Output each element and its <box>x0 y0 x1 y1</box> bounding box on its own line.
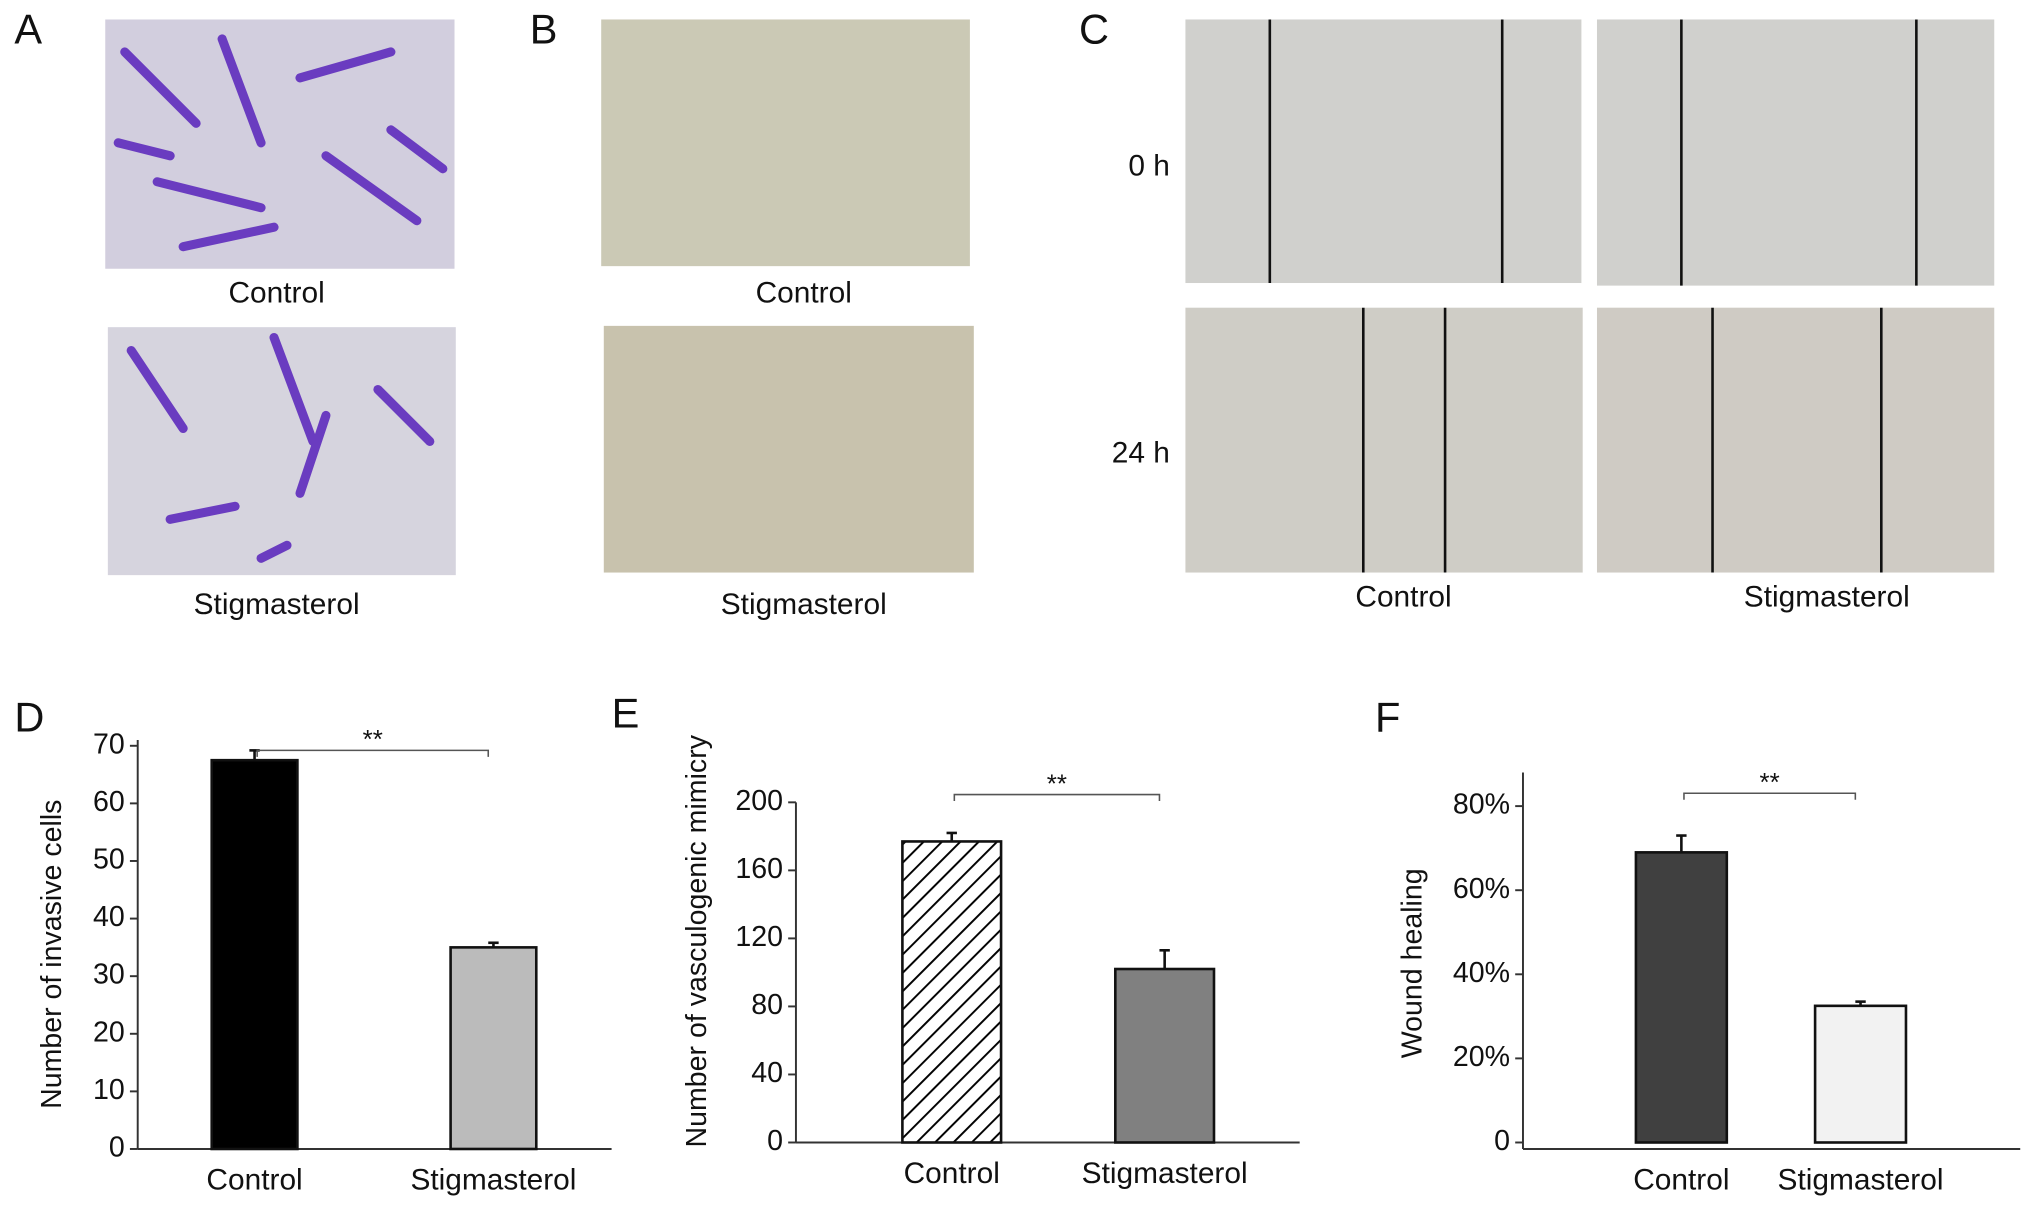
y-tick-label: 50 <box>93 844 125 876</box>
significance-label: ** <box>1760 767 1780 797</box>
significance-label: ** <box>1047 768 1067 798</box>
y-tick-label: 60 <box>93 786 125 818</box>
y-tick-label: 0 <box>109 1132 125 1164</box>
bar <box>449 946 538 1151</box>
caption: Control <box>228 277 324 310</box>
x-tick-label: Control <box>206 1163 302 1196</box>
cell-shapes <box>113 34 448 252</box>
caption: Stigmasterol <box>721 588 887 621</box>
y-tick-label: 10 <box>93 1074 125 1106</box>
x-tick-label: Stigmasterol <box>1778 1163 1944 1196</box>
y-tick-label: 60% <box>1453 873 1510 905</box>
panel-label: C <box>1079 5 1109 52</box>
panel-label: F <box>1375 694 1400 741</box>
bar <box>901 840 1003 1144</box>
y-tick-label: 40 <box>93 901 125 933</box>
significance-bracket <box>256 749 490 757</box>
significance-label: ** <box>363 724 383 754</box>
y-axis-label: Number of vasculogenic mimicry <box>681 734 713 1147</box>
bar <box>1114 967 1216 1144</box>
bar <box>1634 851 1729 1144</box>
row-label: 24 h <box>1112 436 1170 469</box>
x-tick-label: Stigmasterol <box>410 1163 576 1196</box>
micrograph <box>603 325 974 573</box>
x-tick-label: Control <box>904 1157 1000 1190</box>
panel-label: D <box>14 694 44 741</box>
y-tick-label: 20 <box>93 1016 125 1048</box>
cell-shapes <box>126 333 435 563</box>
micrograph <box>105 19 455 269</box>
wound-edges <box>1268 19 1918 573</box>
column-label: Stigmasterol <box>1744 580 1910 613</box>
caption: Control <box>756 277 852 310</box>
y-tick-label: 0 <box>1494 1125 1510 1157</box>
micrograph <box>1596 19 1995 286</box>
y-tick-label: 0 <box>767 1125 783 1157</box>
y-tick-label: 20% <box>1453 1041 1510 1073</box>
x-tick-label: Stigmasterol <box>1082 1157 1248 1190</box>
micrograph <box>601 19 970 267</box>
micrograph <box>1185 307 1583 573</box>
panel-label: E <box>612 690 640 737</box>
y-axis-label: Number of invasive cells <box>36 800 68 1109</box>
y-tick-label: 30 <box>93 959 125 991</box>
row-label: 0 h <box>1128 149 1170 182</box>
panel-label: B <box>530 5 558 52</box>
x-tick-label: Control <box>1633 1163 1729 1196</box>
y-tick-label: 80 <box>751 989 783 1021</box>
y-axis-label: Wound healing <box>1396 868 1428 1058</box>
column-label: Control <box>1355 580 1451 613</box>
significance-bracket <box>953 793 1161 802</box>
y-tick-label: 70 <box>93 728 125 760</box>
bar <box>210 758 299 1151</box>
micrograph <box>1185 19 1582 284</box>
y-tick-label: 120 <box>735 921 783 953</box>
y-tick-label: 80% <box>1453 789 1510 821</box>
micrograph <box>1596 307 1995 573</box>
caption: Stigmasterol <box>194 588 360 621</box>
y-tick-label: 200 <box>735 785 783 817</box>
panel-label: A <box>14 5 42 52</box>
significance-bracket <box>1683 792 1857 800</box>
y-tick-label: 40% <box>1453 957 1510 989</box>
y-tick-label: 160 <box>735 853 783 885</box>
bar <box>1813 1004 1908 1144</box>
y-tick-label: 40 <box>751 1057 783 1089</box>
